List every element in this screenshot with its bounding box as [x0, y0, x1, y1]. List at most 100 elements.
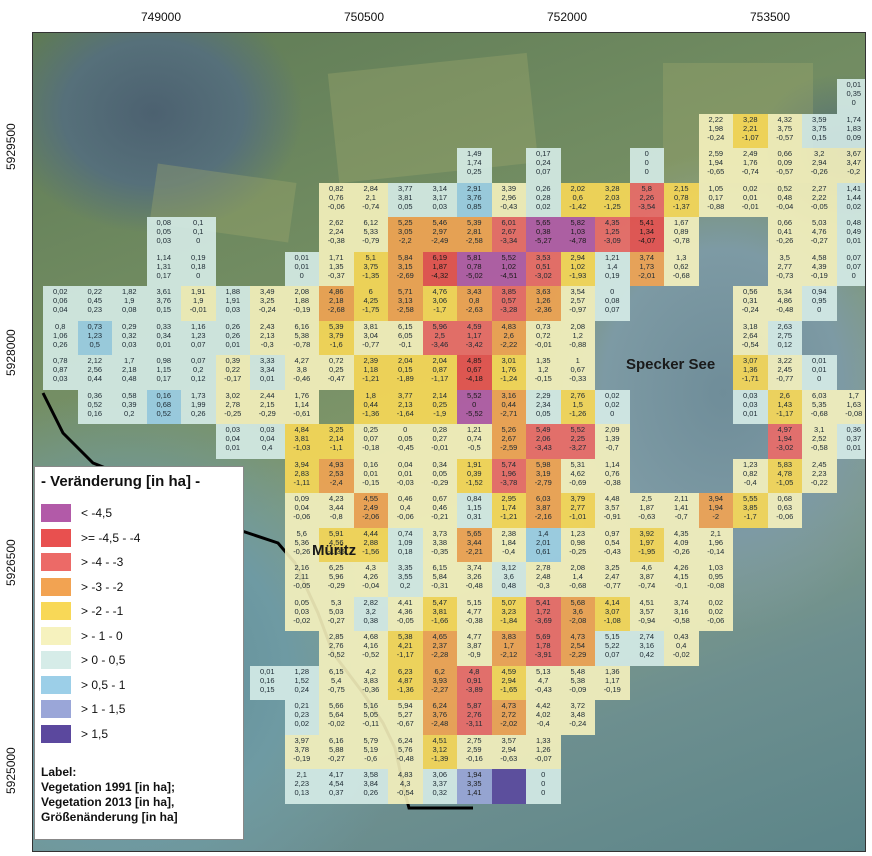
cell-value: -0,45	[396, 443, 414, 452]
cell-value: 0,09	[294, 494, 310, 503]
grid-cell: 0,16 0,01 -0,15	[353, 458, 388, 493]
grid-cell: 1,28 1,52 0,24	[284, 665, 319, 700]
grid-cell: 0,19 0,18 0	[181, 251, 216, 286]
cell-value: -1,56	[362, 546, 380, 556]
cell-value: 5,74	[501, 459, 517, 469]
cell-value: 0,78	[52, 356, 68, 365]
cell-value: 3,37	[432, 779, 448, 788]
cell-value: 0,78	[466, 261, 482, 271]
cell-value: 2,37	[432, 641, 448, 650]
cell-value: 4,85	[466, 356, 482, 365]
cell-value: -0,26	[672, 546, 690, 556]
cell-value: 2,23	[294, 779, 310, 788]
grid-cell: 3,67 3,47 -0,2	[836, 148, 865, 183]
cell-value: 4,77	[466, 606, 482, 616]
legend-swatch	[41, 577, 71, 596]
cell-value: 1,94	[777, 434, 793, 443]
grid-cell: 0,02 0,02 -0,06	[698, 596, 733, 631]
grid-cell: 0 0,05 -0,45	[388, 424, 423, 459]
cell-value: 6,24	[432, 701, 448, 710]
cell-value: -2,21	[465, 546, 483, 556]
cell-value: 2,45	[811, 459, 827, 469]
grid-cell: 1,3 0,62 -0,68	[664, 251, 699, 286]
cell-value: 3,77	[397, 390, 413, 400]
cell-value: 0,61	[535, 546, 551, 556]
cell-value: 5,38	[294, 330, 310, 340]
cell-value: 2,03	[604, 192, 620, 202]
cell-value: -0,43	[500, 201, 518, 211]
cell-value: 5,64	[328, 710, 344, 719]
grid-cell: 2,27 2,22 -0,05	[802, 182, 837, 217]
grid-cell: 0,73 1,23 0,5	[77, 320, 112, 355]
cell-value: 2,84	[363, 183, 379, 193]
grid-cell: 0,03 0,04 0,4	[250, 424, 285, 459]
cell-value: 0	[851, 270, 856, 280]
cell-value: 0,66	[777, 218, 793, 227]
cell-value: 3,87	[466, 641, 482, 650]
cell-value: 5,07	[501, 597, 517, 607]
cell-value: 0,52	[156, 408, 172, 418]
cell-value: 2,26	[639, 192, 655, 202]
cell-value: 5,68	[570, 597, 586, 607]
cell-value: 2,1	[710, 528, 721, 538]
cell-value: 0,01	[742, 192, 758, 202]
cell-value: 2,16	[294, 563, 310, 572]
cell-value: 1,76	[501, 365, 517, 374]
cell-value: 0,8	[469, 296, 480, 305]
cell-value: 2,29	[535, 390, 551, 400]
cell-value: 0,03	[742, 390, 758, 400]
grid-cell: 5,41 1,34 -4,07	[629, 217, 664, 252]
cell-value: -1,64	[396, 408, 414, 418]
cell-value: 1,14	[156, 252, 172, 262]
cell-value: 0,04	[225, 434, 241, 443]
grid-cell: 0,03 0,03 0,01	[733, 389, 768, 424]
cell-value: 4,83	[397, 770, 413, 779]
cell-value: -0,68	[810, 408, 828, 418]
cell-value: 5,79	[363, 735, 379, 745]
grid-cell: 5,96 2,5 -3,46	[422, 320, 457, 355]
cell-value: -3,46	[431, 339, 449, 349]
cell-value: 2,08	[294, 287, 310, 296]
cell-value: 0,03	[259, 425, 275, 434]
cell-value: 0	[644, 158, 649, 167]
grid-cell: 4,35 1,25 -3,09	[595, 217, 630, 252]
legend-class: > -4 - -3	[41, 552, 123, 572]
cell-value: 6,15	[328, 666, 344, 676]
legend-class: > 0 - 0,5	[41, 650, 125, 670]
cell-value: -4,18	[465, 374, 483, 383]
cell-value: 1,35	[328, 261, 344, 271]
cell-value: 0,07	[846, 261, 862, 271]
grid-cell: 0,26 0,28 0,02	[526, 182, 561, 217]
cell-value: 3,63	[535, 287, 551, 296]
cell-value: 0,18	[190, 261, 206, 271]
cell-value: 4,21	[397, 641, 413, 650]
cell-value: 2,67	[501, 434, 517, 443]
cell-value: 3,53	[535, 252, 551, 262]
cell-value: 0	[472, 399, 477, 409]
cell-value: 0,18	[397, 546, 413, 556]
grid-cell: 0,02 0,01 -0,01	[733, 182, 768, 217]
cell-value: -0,61	[293, 408, 311, 418]
cell-value: 0,4	[676, 641, 687, 650]
cell-value: 2,09	[604, 425, 620, 434]
cell-value: 5,36	[294, 537, 310, 547]
cell-value: -1,08	[603, 615, 621, 625]
cell-value: 1,14	[294, 399, 310, 409]
cell-value: -0,74	[638, 581, 656, 590]
grid-cell: 2,08 1,88 -0,19	[284, 286, 319, 321]
cell-value: 5,96	[328, 572, 344, 581]
cell-value: 0,01	[846, 80, 862, 89]
grid-cell: 2,82 3,2 0,38	[353, 596, 388, 631]
grid-cell: 3,74 3,16 -0,58	[664, 596, 699, 631]
grid-cell: 5,1 3,75 -1,35	[353, 251, 388, 286]
grid-cell: 5,68 3,6 -2,08	[560, 596, 595, 631]
grid-cell: 4,93 2,53 -2,4	[319, 458, 354, 493]
cell-value: 0,44	[501, 399, 517, 409]
cell-value: 3,81	[294, 434, 310, 443]
cell-value: 5,98	[535, 459, 551, 469]
legend-class: > 1,5	[41, 724, 108, 744]
cell-value: 1,78	[535, 641, 551, 650]
grid-cell: 0,67 0,46 -0,21	[422, 493, 457, 528]
cell-value: 2,22	[708, 114, 724, 124]
